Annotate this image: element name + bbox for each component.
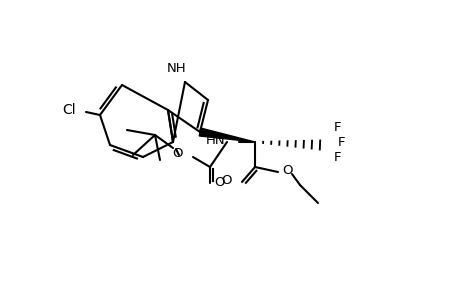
Text: F: F bbox=[334, 121, 341, 134]
Text: F: F bbox=[334, 151, 341, 164]
Text: F: F bbox=[337, 136, 345, 148]
Text: O: O bbox=[221, 173, 231, 187]
Text: O: O bbox=[172, 146, 183, 160]
Polygon shape bbox=[199, 128, 254, 142]
Text: HN: HN bbox=[205, 134, 224, 146]
Text: O: O bbox=[282, 164, 293, 176]
Text: O: O bbox=[214, 176, 225, 190]
Text: NH: NH bbox=[167, 61, 186, 74]
Text: Cl: Cl bbox=[62, 103, 76, 117]
